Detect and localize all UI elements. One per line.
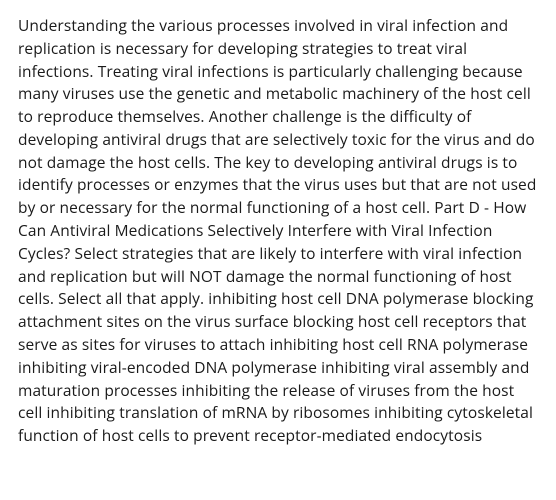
document-body-text: Understanding the various processes invo… — [18, 14, 538, 447]
